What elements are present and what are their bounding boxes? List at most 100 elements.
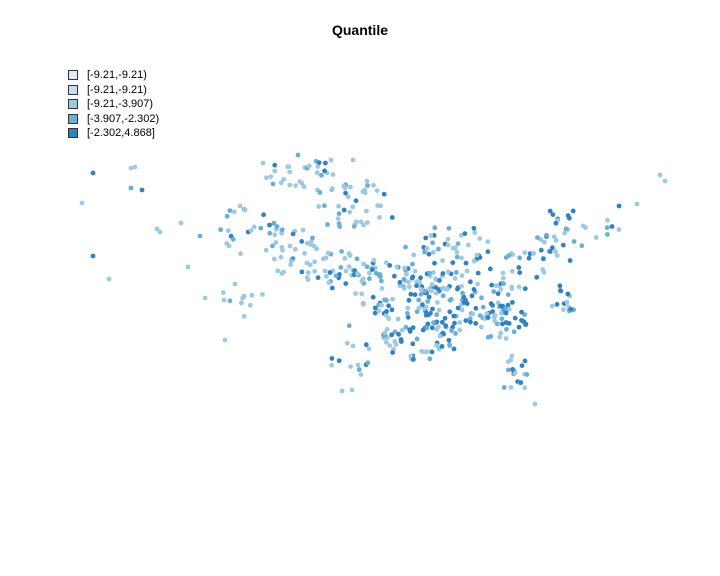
map-point bbox=[336, 358, 342, 364]
map-point bbox=[426, 251, 432, 257]
map-point bbox=[350, 343, 356, 349]
map-title: Quantile bbox=[331, 22, 388, 38]
map-point bbox=[510, 300, 515, 305]
map-point bbox=[314, 170, 320, 176]
map-point bbox=[475, 281, 480, 287]
map-point bbox=[463, 260, 469, 266]
map-point bbox=[312, 268, 318, 274]
map-point bbox=[315, 275, 321, 280]
map-point bbox=[384, 326, 390, 332]
map-point bbox=[272, 162, 278, 168]
map-point bbox=[274, 224, 280, 229]
map-point bbox=[270, 181, 276, 187]
map-point bbox=[392, 339, 398, 344]
map-point bbox=[232, 281, 238, 287]
map-point bbox=[390, 296, 395, 302]
map-point bbox=[386, 303, 391, 309]
map-point bbox=[325, 222, 330, 227]
map-point bbox=[230, 236, 236, 242]
map-point bbox=[488, 334, 494, 339]
map-point bbox=[364, 264, 370, 270]
map-point bbox=[387, 263, 393, 268]
map-point bbox=[371, 182, 376, 188]
map-point bbox=[542, 239, 547, 245]
map-point bbox=[462, 231, 468, 237]
map-point bbox=[221, 297, 227, 303]
map-point bbox=[467, 316, 473, 321]
map-point bbox=[387, 343, 393, 348]
map-point bbox=[509, 353, 515, 359]
map-point bbox=[392, 329, 398, 335]
map-point bbox=[505, 292, 511, 297]
map-point bbox=[414, 283, 419, 289]
map-point bbox=[249, 292, 255, 298]
map-point bbox=[260, 292, 265, 297]
map-point bbox=[501, 385, 507, 390]
map-point bbox=[492, 318, 498, 324]
map-point bbox=[316, 160, 322, 166]
map-point bbox=[222, 337, 228, 343]
map-point bbox=[549, 303, 555, 309]
map-point bbox=[432, 225, 438, 231]
map-point bbox=[434, 312, 439, 318]
map-point bbox=[288, 262, 293, 268]
map-point bbox=[426, 294, 432, 300]
map-point bbox=[452, 276, 458, 281]
map-point bbox=[565, 213, 571, 219]
map-point bbox=[197, 233, 203, 239]
map-point bbox=[418, 275, 423, 281]
map-point bbox=[241, 314, 247, 319]
map-point bbox=[290, 231, 296, 237]
map-point bbox=[342, 256, 348, 261]
map-point bbox=[287, 169, 293, 175]
map-point bbox=[421, 306, 427, 311]
map-point bbox=[389, 307, 395, 313]
map-point bbox=[297, 179, 303, 185]
map-point bbox=[544, 232, 549, 238]
map-point bbox=[312, 259, 317, 265]
map-point bbox=[311, 243, 317, 249]
map-point bbox=[410, 261, 415, 267]
map-point bbox=[431, 320, 436, 325]
map-point bbox=[551, 234, 557, 240]
map-point bbox=[510, 367, 515, 372]
legend-label: [-9.21,-3.907) bbox=[87, 98, 154, 111]
map-point bbox=[411, 357, 416, 362]
map-point bbox=[500, 275, 506, 281]
map-point bbox=[323, 160, 328, 166]
map-point bbox=[440, 258, 445, 263]
map-point bbox=[434, 327, 440, 332]
map-point bbox=[365, 360, 371, 366]
map-point bbox=[426, 312, 431, 318]
map-point bbox=[406, 297, 412, 303]
map-point bbox=[346, 264, 352, 269]
legend-item: [-9.21,-3.907) bbox=[68, 97, 159, 112]
map-point bbox=[365, 183, 370, 188]
map-point bbox=[554, 253, 560, 258]
map-point bbox=[367, 270, 372, 276]
map-point bbox=[221, 290, 226, 295]
map-point bbox=[534, 274, 540, 280]
map-point bbox=[425, 321, 431, 327]
map-point bbox=[616, 227, 622, 232]
map-point bbox=[267, 230, 273, 236]
legend-label: [-3.907,-2.302) bbox=[87, 112, 160, 125]
map-point bbox=[364, 208, 369, 214]
legend-label: [-2.302,4.868] bbox=[87, 127, 155, 140]
map-point bbox=[300, 227, 306, 233]
map-point bbox=[411, 252, 417, 258]
map-point bbox=[449, 328, 454, 333]
legend-label: [-9.21,-9.21) bbox=[87, 83, 147, 96]
map-point bbox=[468, 319, 473, 325]
map-point bbox=[427, 270, 432, 276]
map-point bbox=[616, 203, 622, 209]
map-point bbox=[389, 332, 395, 338]
map-point bbox=[516, 265, 522, 270]
map-point bbox=[361, 301, 366, 307]
map-point bbox=[272, 256, 277, 262]
map-point bbox=[407, 327, 413, 333]
map-point bbox=[330, 186, 335, 191]
map-point bbox=[240, 295, 246, 301]
map-point bbox=[455, 305, 461, 311]
map-point bbox=[278, 180, 284, 186]
